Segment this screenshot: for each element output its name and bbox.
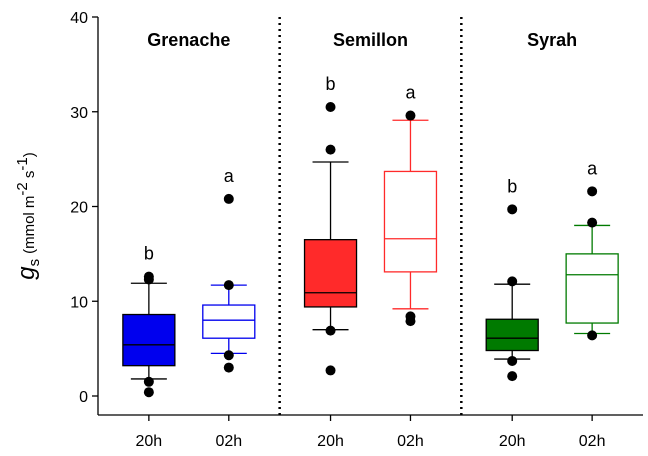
y-tick-label: 30: [70, 105, 88, 122]
y-label-unit-open: (mmol m: [21, 196, 38, 254]
box: [202, 304, 256, 339]
outlier-point: [223, 362, 234, 373]
x-tick-label: 02h: [215, 433, 242, 450]
group-title: Semillon: [333, 30, 408, 50]
group-title: Syrah: [527, 30, 577, 50]
outlier-point: [325, 365, 336, 376]
outlier-point: [587, 217, 598, 228]
y-label-exp1: -2: [14, 182, 31, 195]
outlier-point: [143, 387, 154, 398]
outlier-point: [143, 376, 154, 387]
outlier-point: [507, 371, 518, 382]
box: [303, 239, 358, 308]
group-dividers: [278, 17, 463, 415]
outlier-point: [587, 330, 598, 341]
box: [383, 170, 438, 273]
significance-letter: b: [326, 74, 336, 94]
y-axis-label: gs(mmol m-2 s-1): [13, 152, 43, 280]
outlier-point: [507, 276, 518, 287]
x-tick-label: 20h: [136, 433, 163, 450]
x-tick-label: 02h: [397, 433, 424, 450]
outlier-point: [223, 193, 234, 204]
x-tick-label: 20h: [499, 433, 526, 450]
box: [565, 253, 619, 324]
y-tick-label: 20: [70, 200, 88, 217]
y-label-exp2: -1: [14, 157, 31, 170]
y-label-unit-mid: s: [21, 171, 38, 183]
significance-letter: b: [507, 176, 517, 196]
box: [485, 318, 539, 352]
y-label-symbol: g: [13, 266, 40, 280]
outlier-point: [143, 271, 154, 282]
significance-letter: a: [587, 158, 598, 178]
outlier-point: [587, 186, 598, 197]
group-title: Grenache: [147, 30, 230, 50]
outlier-point: [223, 280, 234, 291]
outlier-point: [325, 325, 336, 336]
box: [122, 313, 176, 367]
outlier-point: [223, 350, 234, 361]
significance-letter: a: [224, 166, 235, 186]
y-label-unit-close: ): [21, 152, 38, 157]
x-tick-label: 02h: [579, 433, 606, 450]
x-tick-label: 20h: [317, 433, 344, 450]
y-tick-label: 10: [70, 294, 88, 311]
outlier-point: [405, 110, 416, 121]
box-layer: Grenache b a Semillon b a Syrah b a: [122, 30, 619, 398]
y-tick-label: 40: [70, 10, 88, 27]
axes: 20h 02h 20h 02h 20h 02h 0 10 20 30 40: [70, 10, 643, 450]
outlier-point: [507, 204, 518, 215]
outlier-point: [507, 355, 518, 366]
outlier-point: [325, 144, 336, 155]
y-tick-label: 0: [79, 389, 88, 406]
significance-letter: a: [405, 83, 416, 103]
outlier-point: [405, 311, 416, 322]
outlier-point: [325, 102, 336, 113]
significance-letter: b: [144, 244, 154, 264]
y-label-subscript: s: [26, 259, 43, 267]
